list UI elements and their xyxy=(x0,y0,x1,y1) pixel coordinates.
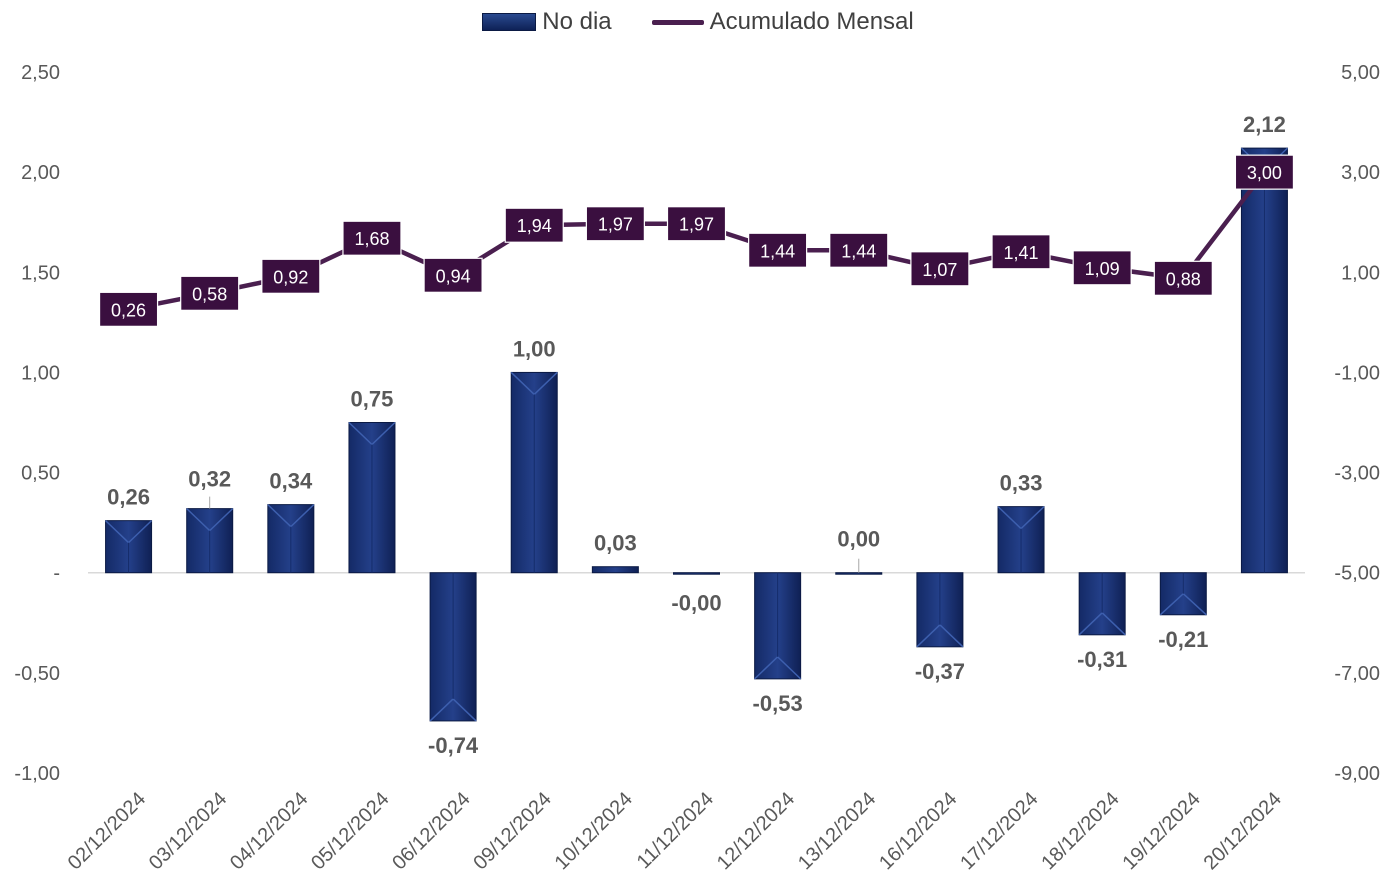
y-left-tick-label: 2,50 xyxy=(21,62,60,84)
line-point-label: 0,94 xyxy=(436,266,471,286)
line-point-label: 0,88 xyxy=(1166,269,1201,289)
legend-item-no-dia: No dia xyxy=(482,8,612,36)
line-point-label-box xyxy=(1153,260,1213,296)
line-point-label-box xyxy=(910,251,970,287)
line-point-label: 1,44 xyxy=(760,241,795,261)
y-right-tick-label: 1,00 xyxy=(1341,262,1380,284)
y-left-tick-label: -1,00 xyxy=(14,763,60,785)
y-left-tick-label: -0,50 xyxy=(14,663,60,685)
legend-swatch-line xyxy=(651,19,704,25)
line-point-label-box xyxy=(991,234,1051,270)
line-point-label: 1,07 xyxy=(922,260,957,280)
line-point-label: 1,09 xyxy=(1085,259,1120,279)
y-right-tick-label: 5,00 xyxy=(1341,62,1380,84)
line-point-label: 1,44 xyxy=(841,241,876,261)
bar-bevel xyxy=(1078,611,1126,636)
chart-legend: No dia Acumulado Mensal xyxy=(0,6,1396,38)
line-point-label: 3,00 xyxy=(1247,163,1282,183)
x-tick-label: 13/12/2024 xyxy=(794,788,880,874)
bar-no-dia xyxy=(673,572,720,575)
bar-data-label: 0,33 xyxy=(1000,471,1043,496)
line-point-label-box xyxy=(666,206,727,242)
y-right-tick-label: 3,00 xyxy=(1341,162,1380,184)
legend-label-no-dia: No dia xyxy=(542,8,612,35)
line-point-label: 1,94 xyxy=(517,216,552,236)
bar-data-label: -0,74 xyxy=(428,733,479,758)
line-point-label-box xyxy=(1072,250,1132,286)
y-right-tick-label: -3,00 xyxy=(1334,463,1380,485)
x-tick-label: 10/12/2024 xyxy=(551,788,637,874)
x-tick-label: 19/12/2024 xyxy=(1118,788,1204,874)
y-left-tick-label: 1,00 xyxy=(21,362,60,384)
x-tick-label: 16/12/2024 xyxy=(875,788,961,874)
x-tick-label: 20/12/2024 xyxy=(1200,788,1286,874)
line-point-label: 1,68 xyxy=(354,229,389,249)
bar-data-label: 0,26 xyxy=(107,485,150,510)
x-tick-label: 06/12/2024 xyxy=(388,788,474,874)
bar-data-label: 1,00 xyxy=(513,336,556,361)
bar-bevel xyxy=(267,504,315,528)
bar-data-label: -0,21 xyxy=(1158,627,1208,652)
line-point-label-box xyxy=(1234,154,1295,190)
x-tick-label: 12/12/2024 xyxy=(713,788,799,874)
bar-no-dia xyxy=(591,566,639,574)
x-tick-label: 17/12/2024 xyxy=(956,788,1042,874)
y-right-tick-label: -7,00 xyxy=(1334,663,1380,685)
bar-data-label: 0,34 xyxy=(269,469,313,494)
bar-data-label: 0,75 xyxy=(351,387,394,412)
y-left-tick-label: 2,00 xyxy=(21,162,60,184)
x-tick-label: 05/12/2024 xyxy=(307,788,393,874)
bar-data-label: 0,32 xyxy=(188,467,231,492)
legend-label-acumulado-mensal: Acumulado Mensal xyxy=(709,8,914,35)
line-point-label-box xyxy=(261,258,321,294)
line-point-label-box xyxy=(748,232,808,268)
x-tick-label: 04/12/2024 xyxy=(226,788,312,874)
line-point-label: 0,58 xyxy=(192,284,227,304)
line-point-label: 1,97 xyxy=(679,215,714,235)
y-right-tick-label: -5,00 xyxy=(1334,563,1380,585)
bar-data-label: -0,31 xyxy=(1077,647,1127,672)
bar-data-label: 0,00 xyxy=(837,527,880,552)
x-tick-label: 18/12/2024 xyxy=(1037,788,1123,874)
bar-data-label: -0,00 xyxy=(671,591,721,616)
line-point-label: 1,97 xyxy=(598,215,633,235)
bar-bevel xyxy=(754,655,802,680)
y-left-tick-label: - xyxy=(53,563,60,585)
line-point-label-box xyxy=(98,291,159,327)
line-point-label: 0,26 xyxy=(111,300,146,320)
y-right-tick-label: -1,00 xyxy=(1334,362,1380,384)
line-point-label-box xyxy=(504,207,564,243)
y-left-tick-label: 0,50 xyxy=(21,463,60,485)
x-tick-label: 11/12/2024 xyxy=(633,788,718,873)
line-point-label-box xyxy=(829,232,889,268)
y-right-tick-label: -9,00 xyxy=(1334,763,1380,785)
bar-data-label: -0,37 xyxy=(915,659,965,684)
y-left-tick-label: 1,50 xyxy=(21,262,60,284)
bar-no-dia xyxy=(835,572,883,575)
legend-swatch-bar xyxy=(482,13,537,31)
line-point-label: 1,41 xyxy=(1004,243,1039,263)
bar-bevel xyxy=(429,697,477,722)
x-tick-label: 09/12/2024 xyxy=(469,788,555,874)
line-point-label: 0,92 xyxy=(273,267,308,287)
bar-data-label: 0,03 xyxy=(594,531,637,556)
line-point-label-box xyxy=(423,257,483,293)
x-tick-label: 03/12/2024 xyxy=(145,788,231,874)
x-tick-label: 02/12/2024 xyxy=(64,788,150,874)
bar-data-label: 2,12 xyxy=(1243,112,1286,137)
line-point-label-box xyxy=(180,275,240,311)
bar-data-label: -0,53 xyxy=(753,691,803,716)
line-point-label-box xyxy=(585,206,645,242)
line-point-label-box xyxy=(342,220,402,256)
legend-item-acumulado-mensal: Acumulado Mensal xyxy=(651,8,914,36)
